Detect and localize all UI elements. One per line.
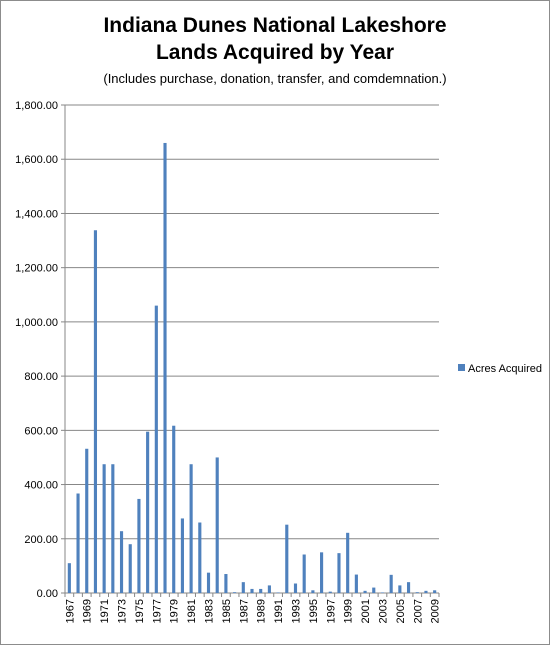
x-tick-label: 1971	[99, 599, 111, 623]
y-tick-label: 1,800.00	[15, 100, 58, 112]
x-tick-label: 1987	[238, 599, 250, 623]
chart-subtitle: (Includes purchase, donation, transfer, …	[103, 71, 447, 86]
chart-title-line2: Lands Acquired by Year	[155, 41, 395, 64]
x-tick-label: 1973	[117, 599, 129, 623]
y-tick-label: 1,600.00	[15, 154, 58, 166]
x-tick-label: 1997	[325, 599, 337, 623]
x-tick-label: 1983	[204, 599, 216, 623]
bar	[250, 588, 254, 593]
bar	[337, 553, 341, 593]
bar	[102, 464, 106, 593]
bar	[180, 518, 184, 593]
y-tick-label: 1,200.00	[15, 263, 58, 275]
x-tick-label: 1981	[186, 599, 198, 623]
bar	[398, 585, 402, 593]
y-tick-label: 600.00	[24, 425, 58, 437]
bar	[67, 563, 71, 593]
y-tick-label: 0.00	[37, 588, 58, 600]
x-tick-label: 2001	[360, 599, 372, 623]
x-tick-label: 1969	[82, 599, 94, 623]
x-tick-label: 1979	[169, 599, 181, 623]
x-tick-label: 2005	[395, 599, 407, 623]
bar	[215, 457, 219, 593]
bar	[346, 532, 350, 593]
legend-label: Acres Acquired	[468, 363, 542, 375]
bar	[163, 142, 167, 593]
bar	[389, 574, 393, 593]
bar	[285, 524, 289, 593]
bar	[119, 531, 124, 593]
x-tick-label: 1967	[64, 599, 76, 623]
bar	[128, 544, 132, 593]
bar	[146, 431, 150, 593]
x-tick-label: 1975	[134, 599, 146, 623]
bar	[206, 572, 211, 593]
bar	[372, 587, 376, 593]
bar	[93, 230, 98, 593]
x-tick-label: 2009	[430, 599, 442, 623]
x-tick-label: 1977	[151, 599, 163, 623]
chart-title-line1: Indiana Dunes National Lakeshore	[103, 14, 447, 37]
bar	[189, 464, 193, 593]
bar	[406, 582, 411, 593]
bar	[433, 590, 437, 593]
bar	[363, 590, 367, 593]
bar	[311, 590, 315, 593]
y-tick-label: 1,000.00	[15, 317, 58, 329]
y-tick-label: 1,400.00	[15, 208, 58, 220]
bar	[233, 592, 237, 593]
x-tick-label: 2007	[412, 599, 424, 623]
bar	[354, 574, 358, 593]
bar	[76, 493, 80, 593]
bar	[198, 522, 202, 593]
bar	[293, 583, 298, 593]
bar	[137, 498, 141, 593]
bar	[320, 552, 324, 593]
bar	[154, 305, 158, 593]
x-tick-label: 2003	[377, 599, 389, 623]
bar	[85, 448, 89, 593]
x-tick-label: 1985	[221, 599, 233, 623]
bar	[328, 591, 332, 593]
bar	[302, 554, 306, 593]
y-tick-label: 200.00	[24, 534, 58, 546]
bar	[172, 425, 176, 593]
bar	[224, 574, 228, 593]
x-tick-label: 1991	[273, 599, 285, 623]
bar	[267, 585, 271, 593]
x-tick-label: 1999	[343, 599, 355, 623]
x-tick-label: 1989	[256, 599, 268, 623]
bar	[259, 588, 263, 593]
bar	[424, 590, 428, 593]
x-tick-label: 1993	[290, 599, 302, 623]
y-tick-label: 400.00	[24, 480, 58, 492]
legend-swatch	[458, 364, 465, 371]
bar	[415, 592, 419, 593]
bar	[276, 592, 280, 593]
y-tick-label: 800.00	[24, 371, 58, 383]
bar	[241, 582, 245, 593]
bar	[111, 464, 115, 593]
x-tick-label: 1995	[308, 599, 320, 623]
bar	[380, 592, 385, 593]
